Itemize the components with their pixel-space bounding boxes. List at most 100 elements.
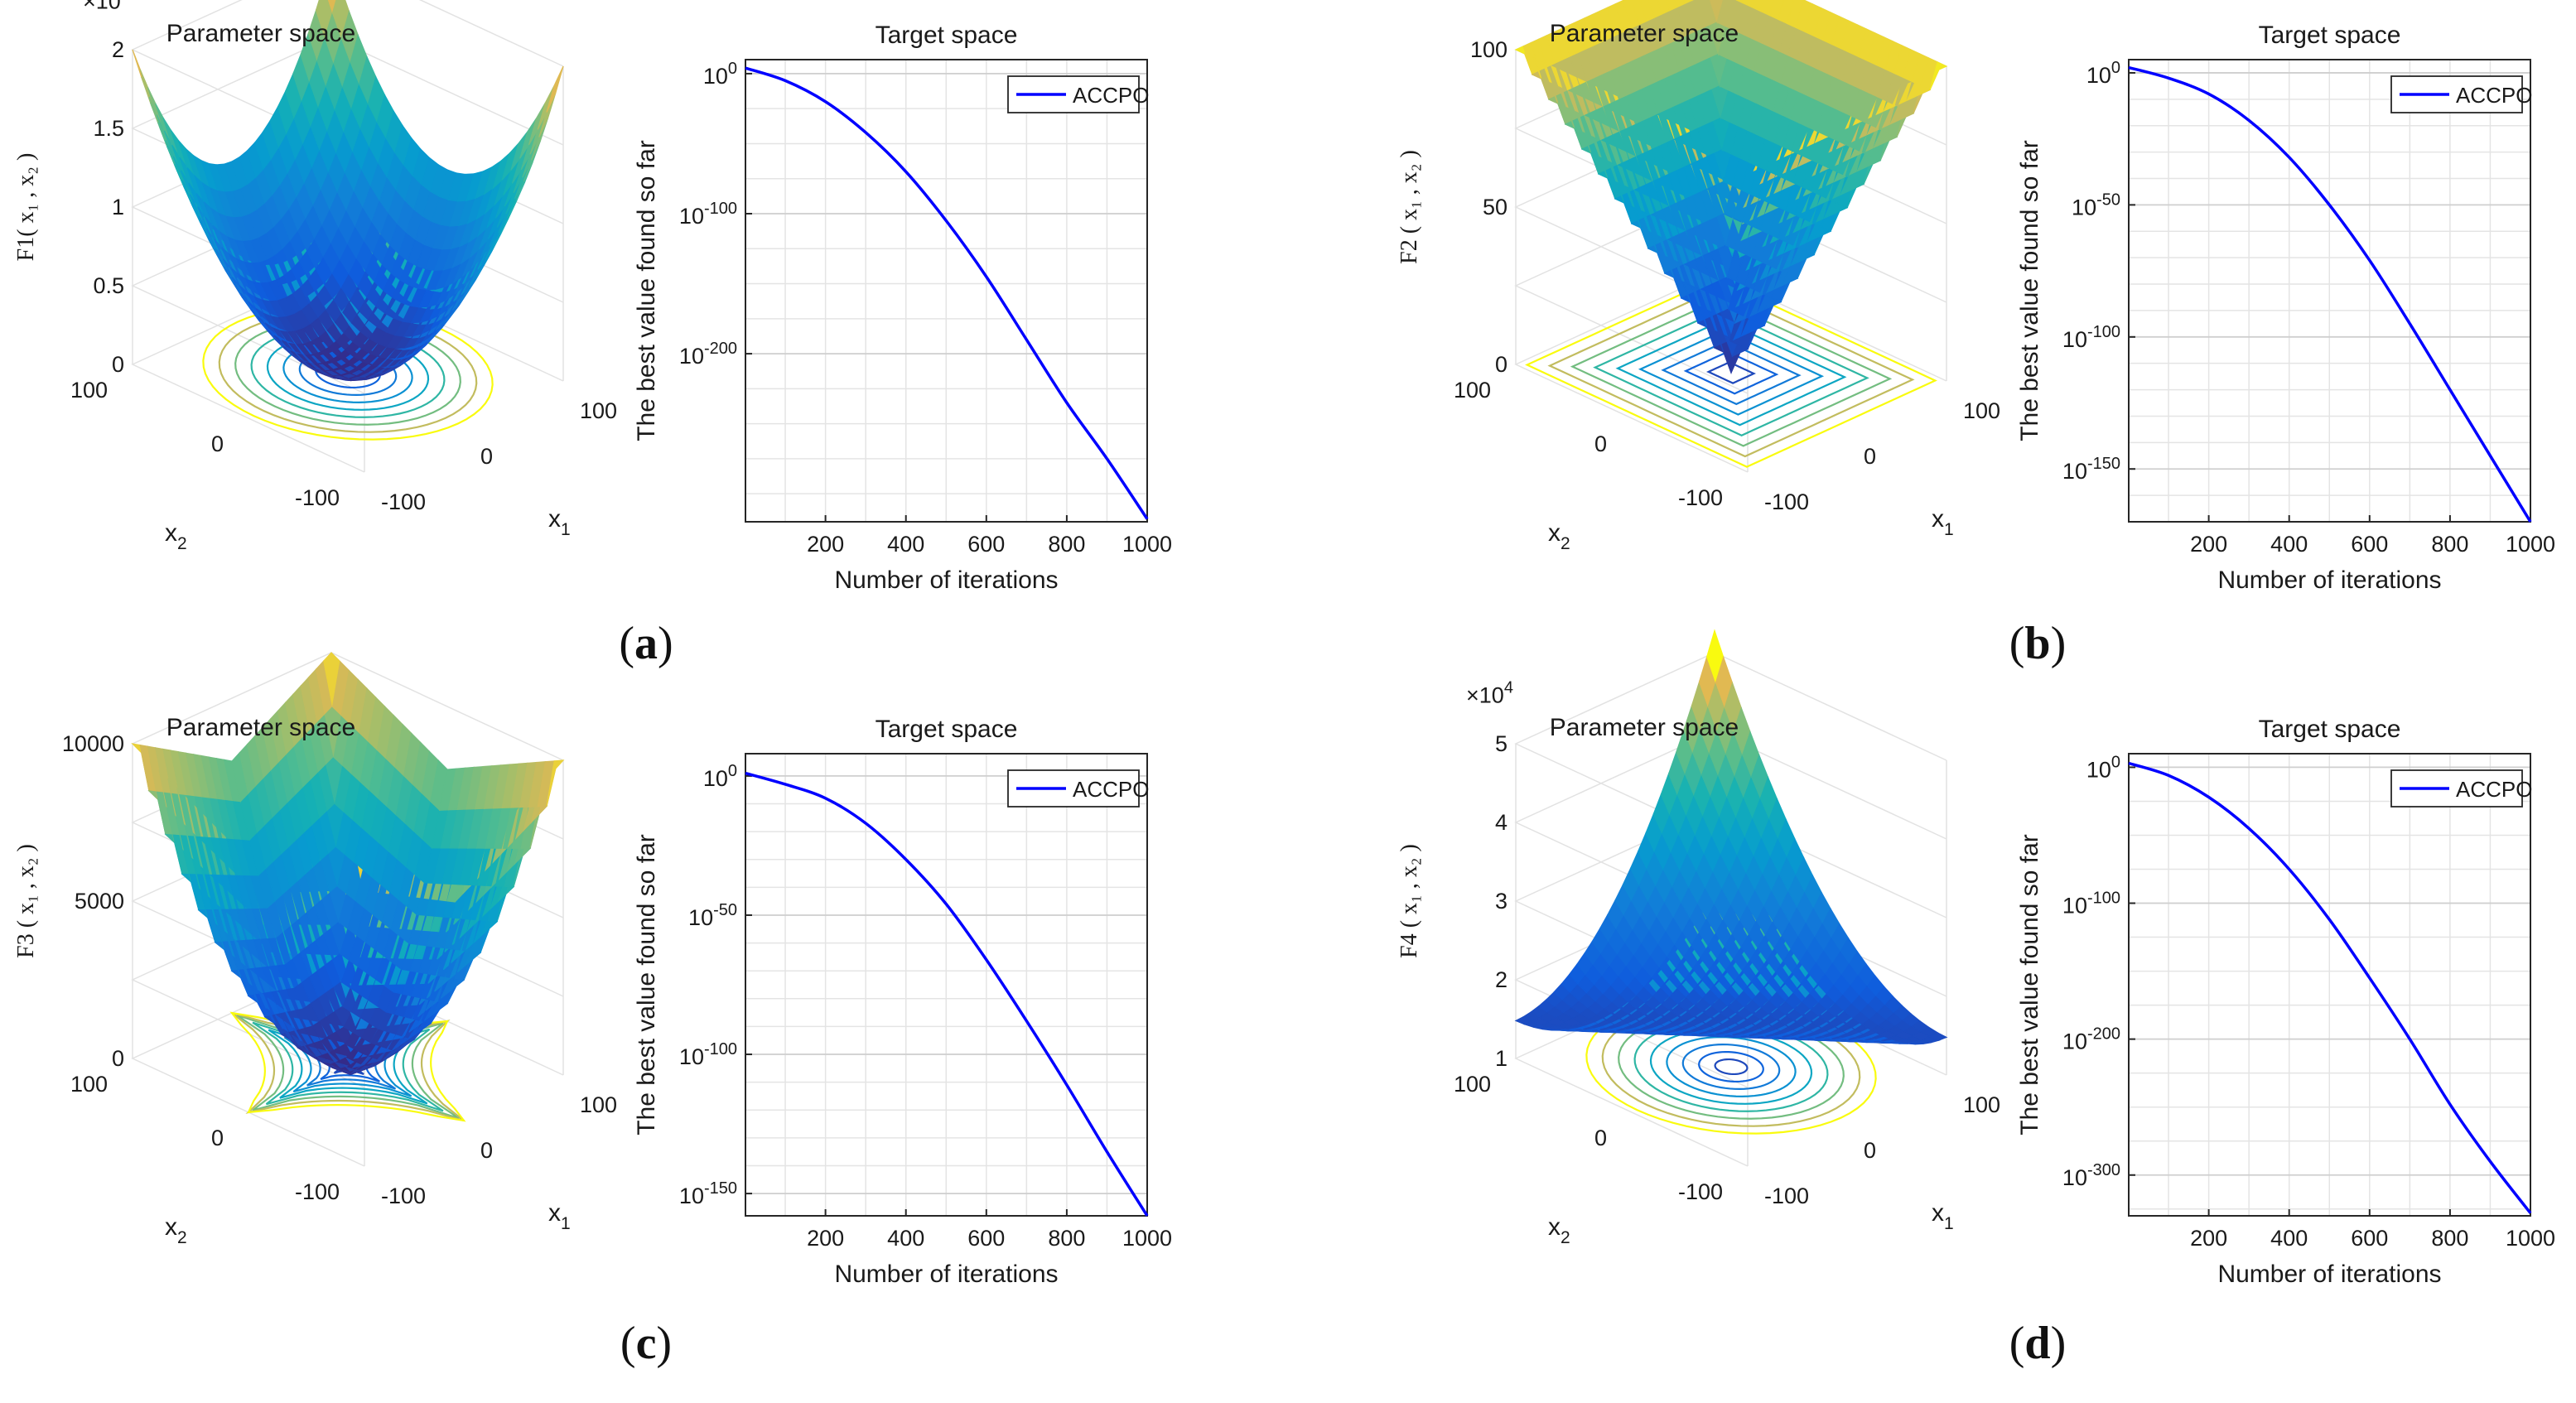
panel-caption: (d): [2009, 1318, 2067, 1369]
contour-line: [1698, 1050, 1764, 1083]
x-tick-label: 400: [2270, 532, 2308, 557]
x1-tick-label: 0: [1864, 444, 1876, 469]
panel-caption: (c): [620, 1318, 673, 1369]
y-axis-label: The best value found so far: [633, 834, 660, 1135]
target-title: Target space: [2259, 716, 2401, 743]
x-tick-label: 1000: [2506, 532, 2555, 557]
surface-title: Parameter space: [166, 714, 355, 741]
y-tick-label: 100: [703, 60, 737, 89]
x-tick-label: 800: [1048, 1226, 1085, 1251]
x2-axis-label: x2: [1548, 1213, 1570, 1247]
x-tick-label: 1000: [1122, 532, 1172, 557]
x-axis-label: Number of iterations: [2217, 567, 2441, 594]
y-tick-label: 10-150: [2062, 455, 2120, 484]
x-axis-label: Number of iterations: [834, 567, 1058, 594]
legend-box: [1007, 75, 1140, 113]
x-tick-label: 800: [2431, 532, 2468, 557]
legend-label: ACCPO: [2456, 83, 2532, 108]
x-tick-label: 1000: [2506, 1226, 2555, 1251]
x-tick-label: 200: [807, 1226, 844, 1251]
target-title: Target space: [876, 716, 1018, 743]
y-tick-label: 10-50: [2072, 190, 2120, 219]
axes-frame: [2128, 753, 2531, 1217]
z-tick-label: 2: [112, 37, 124, 62]
x2-tick-label: 0: [1594, 432, 1607, 456]
axes-frame: [745, 59, 1148, 523]
x-tick-label: 200: [2190, 1226, 2227, 1251]
x-tick-label: 400: [887, 532, 924, 557]
x2-tick-label: 0: [211, 1126, 224, 1150]
x-tick-label: 800: [1048, 532, 1085, 557]
legend-label: ACCPO: [1073, 777, 1149, 802]
convergence-plot-f2: 200 400 600 800 1000 100 10-50 10-100 10-150 Targ…: [2016, 22, 2555, 594]
x2-tick-label: -100: [1678, 485, 1723, 510]
x2-tick-label: 0: [1594, 1126, 1607, 1150]
x2-tick-label: 100: [70, 378, 108, 403]
contour-line: [1570, 298, 1893, 447]
z-tick-label: 5: [1495, 731, 1507, 756]
contour-line: [1638, 330, 1825, 416]
legend-label: ACCPO: [2456, 777, 2532, 802]
target-title: Target space: [2259, 22, 2401, 49]
y-axis-label: The best value found so far: [2016, 140, 2043, 441]
x2-axis-label: x2: [165, 1213, 187, 1247]
y-tick-label: 100: [703, 762, 737, 791]
contour-line: [1714, 1058, 1749, 1076]
z-tick-label: 0.5: [93, 273, 124, 298]
z-tick-label: 5000: [75, 889, 124, 914]
z-tick-label: 50: [1483, 195, 1507, 219]
x2-tick-label: -100: [1678, 1179, 1723, 1204]
z-axis-label: F4 ( x₁ , x₂ ): [1397, 844, 1422, 958]
x1-axis-label: x1: [548, 505, 571, 539]
y-tick-label: 100: [2086, 753, 2120, 782]
surface-title: Parameter space: [1550, 20, 1739, 47]
x1-tick-label: 100: [580, 1092, 617, 1117]
surface-title: Parameter space: [1550, 714, 1739, 741]
x-axis-label: Number of iterations: [2217, 1261, 2441, 1288]
x-tick-label: 600: [2351, 532, 2388, 557]
contour-line: [1547, 287, 1915, 458]
contour-line: [1683, 350, 1779, 395]
x2-axis-label: x2: [165, 519, 187, 553]
legend-label: ACCPO: [1073, 83, 1149, 108]
legend: ACCPO: [2390, 769, 2532, 808]
x1-tick-label: 0: [480, 444, 493, 469]
x-tick-label: 800: [2431, 1226, 2468, 1251]
y-tick-label: 10-50: [688, 901, 737, 930]
x-tick-label: 200: [807, 532, 844, 557]
z-axis-label: F2 ( x₁ , x₂ ): [1397, 150, 1422, 264]
x1-tick-label: 0: [1864, 1138, 1876, 1163]
legend: ACCPO: [2390, 75, 2532, 113]
z-tick-label: 1: [112, 195, 124, 219]
legend: ACCPO: [1007, 769, 1149, 808]
convergence-plot-f4: 200 400 600 800 1000 100 10-100 10-200 10-300 Tar…: [2016, 716, 2555, 1288]
x2-tick-label: 100: [70, 1072, 108, 1097]
z-tick-label: 10000: [62, 731, 124, 756]
y-tick-label: 10-100: [679, 200, 737, 229]
contour-line: [1593, 308, 1869, 437]
z-tick-label: 4: [1495, 810, 1507, 835]
contour-line: [1615, 319, 1847, 427]
contour-line: [1706, 361, 1756, 384]
x2-tick-label: 100: [1454, 378, 1491, 403]
z-scale-factor: ×104: [1466, 679, 1513, 708]
convergence-plot-f3: 200 400 600 800 1000 100 10-50 10-100 10-150 Targ…: [633, 716, 1172, 1288]
z-tick-label: 0: [112, 352, 124, 377]
x-tick-label: 200: [2190, 532, 2227, 557]
x1-tick-label: 100: [580, 398, 617, 423]
z-tick-label: 0: [1495, 352, 1507, 377]
x2-tick-label: 100: [1454, 1072, 1491, 1097]
panel-caption: (b): [2009, 618, 2067, 669]
y-tick-label: 10-100: [2062, 890, 2120, 918]
grid: [2129, 60, 2530, 523]
x-tick-label: 600: [2351, 1226, 2388, 1251]
z-scale-factor: ×104: [83, 0, 130, 14]
y-axis-label: The best value found so far: [2016, 834, 2043, 1135]
x1-tick-label: 0: [480, 1138, 493, 1163]
x2-tick-label: 0: [211, 432, 224, 456]
y-axis-label: The best value found so far: [633, 140, 660, 441]
z-tick-label: 3: [1495, 889, 1507, 914]
x1-axis-label: x1: [1932, 1199, 1954, 1233]
surface-title: Parameter space: [166, 20, 355, 47]
